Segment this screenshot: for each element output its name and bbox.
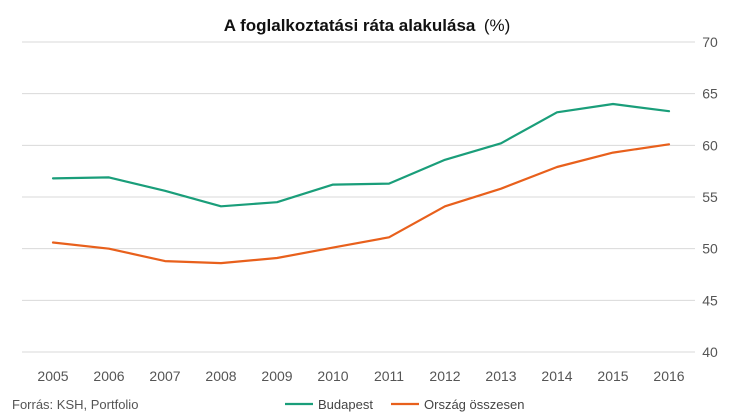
legend-label: Ország összesen: [424, 397, 524, 412]
x-tick-label: 2008: [205, 368, 236, 384]
series-line: [51, 143, 671, 265]
y-tick-label: 65: [702, 86, 718, 102]
x-tick-label: 2016: [653, 368, 684, 384]
series-lines: [51, 102, 671, 265]
y-axis: 40 45 50 55 60 65 70: [702, 34, 718, 360]
x-tick-label: 2012: [429, 368, 460, 384]
source-note: Forrás: KSH, Portfolio: [12, 397, 138, 412]
x-tick-label: 2013: [485, 368, 516, 384]
y-tick-label: 40: [702, 344, 718, 360]
legend: Budapest Ország összesen: [285, 397, 524, 412]
x-tick-label: 2009: [261, 368, 292, 384]
x-tick-label: 2011: [374, 368, 404, 384]
x-tick-label: 2006: [93, 368, 124, 384]
chart-title-unit: (%): [484, 16, 510, 35]
x-tick-label: 2014: [541, 368, 572, 384]
gridlines: [22, 41, 695, 353]
y-tick-label: 45: [702, 292, 718, 308]
x-tick-label: 2005: [37, 368, 68, 384]
x-tick-label: 2007: [149, 368, 180, 384]
y-tick-label: 55: [702, 189, 718, 205]
x-tick-label: 2015: [597, 368, 628, 384]
y-tick-label: 50: [702, 241, 718, 257]
chart-title: A foglalkoztatási ráta alakulása (%): [224, 16, 511, 35]
y-tick-label: 70: [702, 34, 718, 50]
series-line: [51, 102, 671, 208]
y-tick-label: 60: [702, 137, 718, 153]
x-tick-label: 2010: [317, 368, 348, 384]
legend-label: Budapest: [318, 397, 373, 412]
x-axis: 2005 2006 2007 2008 2009 2010 2011 2012 2013 2014…: [37, 368, 684, 384]
chart-title-text: A foglalkoztatási ráta alakulása: [224, 16, 476, 35]
